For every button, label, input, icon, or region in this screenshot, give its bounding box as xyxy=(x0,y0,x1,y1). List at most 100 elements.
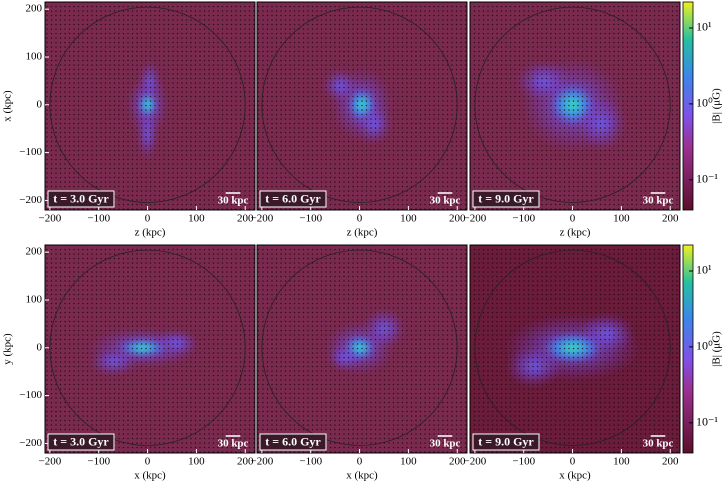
vector-dots xyxy=(257,245,467,453)
y-tick-label: 200 xyxy=(26,3,43,15)
y-axis-label: y (kpc) xyxy=(2,333,14,365)
colorbar-tick-label: 10⁻¹ xyxy=(696,415,718,429)
colorbar-label: |B| (μG) xyxy=(711,331,723,367)
colorbar xyxy=(682,244,694,454)
time-label: t = 9.0 Gyr xyxy=(478,434,534,448)
x-tick-label: −100 xyxy=(512,456,535,468)
x-tick-label: −200 xyxy=(464,456,487,468)
x-tick-label: 200 xyxy=(237,456,254,468)
x-axis-label: x (kpc) xyxy=(559,470,591,482)
vector-dots xyxy=(45,245,255,453)
vector-dots xyxy=(470,2,680,210)
x-tick-label: 0 xyxy=(357,213,363,225)
time-label-box xyxy=(472,190,540,208)
x-tick-label: 0 xyxy=(145,213,151,225)
y-tick-label: −200 xyxy=(19,437,42,449)
scale-bar-label: 30 kpc xyxy=(430,195,461,207)
time-label: t = 3.0 Gyr xyxy=(53,434,109,448)
y-tick-label: −200 xyxy=(19,194,42,206)
x-tick-label: 0 xyxy=(570,456,576,468)
y-tick-label: 100 xyxy=(26,294,43,306)
virial-circle xyxy=(49,249,246,446)
scale-bar-label: 30 kpc xyxy=(218,438,249,450)
x-tick-label: −200 xyxy=(251,213,274,225)
colorbar-tick-label: 10⁻¹ xyxy=(696,172,718,186)
y-tick-label: 0 xyxy=(37,341,43,353)
time-label-box xyxy=(47,433,115,451)
x-tick-label: 100 xyxy=(613,213,630,225)
x-tick-label: −100 xyxy=(87,456,110,468)
x-tick-label: 200 xyxy=(662,213,679,225)
y-tick-label: 100 xyxy=(26,51,43,63)
y-tick-label: 0 xyxy=(37,98,43,110)
x-tick-label: −200 xyxy=(251,456,274,468)
scale-bar-label: 30 kpc xyxy=(218,195,249,207)
panel-frame xyxy=(256,244,468,454)
x-tick-label: 100 xyxy=(613,456,630,468)
x-tick-label: 0 xyxy=(145,456,151,468)
time-label-box xyxy=(472,433,540,451)
vector-dots xyxy=(257,2,467,210)
x-axis-label: x (kpc) xyxy=(346,470,378,482)
x-tick-label: 200 xyxy=(237,213,254,225)
x-tick-label: −100 xyxy=(299,213,322,225)
x-tick-label: −200 xyxy=(39,456,62,468)
y-tick-label: 200 xyxy=(26,246,43,258)
vector-dots xyxy=(470,245,680,453)
y-tick-label: −100 xyxy=(19,389,42,401)
x-tick-label: −100 xyxy=(512,213,535,225)
x-tick-label: −200 xyxy=(464,213,487,225)
x-tick-label: −200 xyxy=(39,213,62,225)
x-tick-label: −100 xyxy=(299,456,322,468)
colorbar xyxy=(682,1,694,211)
time-label: t = 9.0 Gyr xyxy=(478,191,534,205)
x-axis-label: x (kpc) xyxy=(134,470,166,482)
x-tick-label: −100 xyxy=(87,213,110,225)
panel xyxy=(470,245,680,453)
panel xyxy=(45,245,255,453)
virial-circle xyxy=(49,6,246,203)
y-tick-label: −100 xyxy=(19,146,42,158)
panel-frame xyxy=(44,1,256,211)
x-axis-label: z (kpc) xyxy=(135,227,166,239)
y-axis-label: x (kpc) xyxy=(2,90,14,122)
virial-circle xyxy=(261,6,458,203)
virial-circle xyxy=(261,249,458,446)
panel xyxy=(470,2,680,210)
panel-frame xyxy=(469,1,681,211)
virial-circle xyxy=(474,249,671,446)
x-tick-label: 100 xyxy=(400,456,417,468)
colorbar-tick-label: 10¹ xyxy=(696,20,712,34)
x-tick-label: 200 xyxy=(449,213,466,225)
vector-dots xyxy=(45,2,255,210)
x-tick-label: 200 xyxy=(449,456,466,468)
time-label-box xyxy=(47,190,115,208)
time-label: t = 3.0 Gyr xyxy=(53,191,109,205)
panel-frame xyxy=(256,1,468,211)
time-label-box xyxy=(259,433,327,451)
x-axis-label: z (kpc) xyxy=(560,227,591,239)
x-tick-label: 100 xyxy=(188,456,205,468)
x-tick-label: 0 xyxy=(357,456,363,468)
colorbar-tick-label: 10⁰ xyxy=(696,339,713,353)
panel-frame xyxy=(469,244,681,454)
time-label: t = 6.0 Gyr xyxy=(265,191,321,205)
x-axis-label: z (kpc) xyxy=(347,227,378,239)
x-tick-label: 100 xyxy=(400,213,417,225)
scale-bar-label: 30 kpc xyxy=(643,195,674,207)
x-tick-label: 200 xyxy=(662,456,679,468)
scale-bar-label: 30 kpc xyxy=(643,438,674,450)
time-label: t = 6.0 Gyr xyxy=(265,434,321,448)
panel xyxy=(257,245,467,453)
virial-circle xyxy=(474,6,671,203)
panel xyxy=(45,2,255,210)
x-tick-label: 0 xyxy=(570,213,576,225)
panel-frame xyxy=(44,244,256,454)
colorbar-tick-label: 10⁰ xyxy=(696,96,713,110)
x-tick-label: 100 xyxy=(188,213,205,225)
panel xyxy=(257,2,467,210)
colorbar-tick-label: 10¹ xyxy=(696,263,712,277)
colorbar-label: |B| (μG) xyxy=(711,88,723,124)
scale-bar-label: 30 kpc xyxy=(430,438,461,450)
